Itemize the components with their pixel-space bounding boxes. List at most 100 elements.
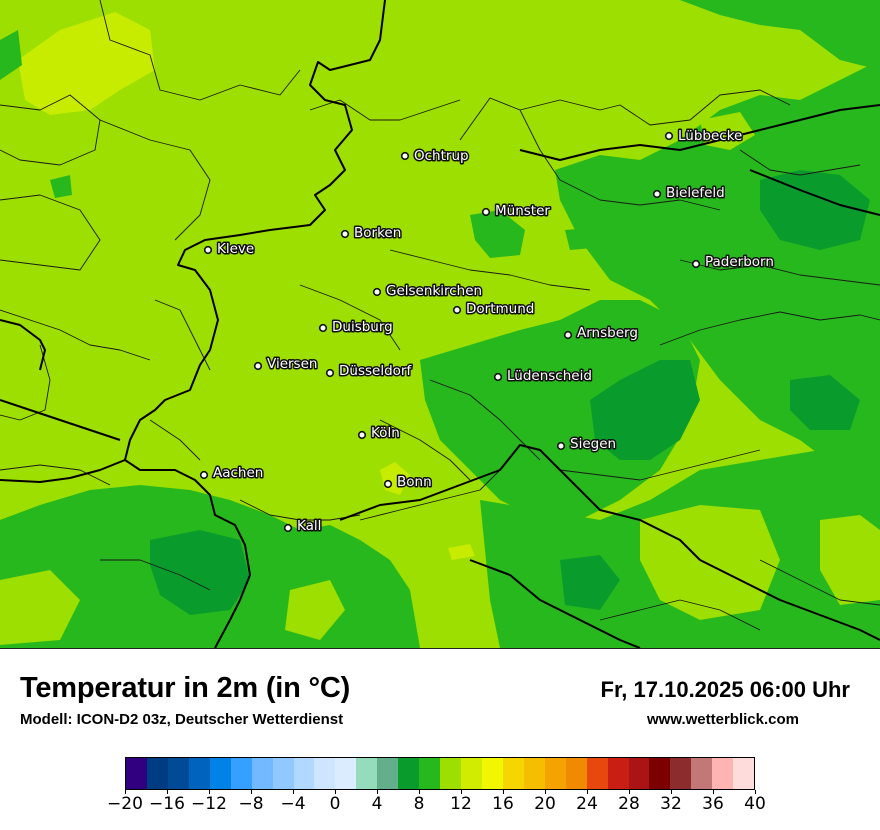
city-label: Lübbecke [678,128,742,144]
legend-tick-mark [377,790,378,794]
city-label: Kleve [217,241,254,257]
city-bonn[interactable]: Bonn [383,473,433,492]
legend-tick-label: 24 [576,794,598,814]
city-dot [563,330,573,340]
city-duesseldorf[interactable]: Düsseldorf [325,362,414,381]
legend-tick-label: 20 [534,794,556,814]
city-label: Bonn [397,474,432,490]
legend-swatch [126,758,147,789]
legend-tick-label: 4 [371,794,383,814]
legend-swatch [335,758,357,789]
forecast-datetime: Fr, 17.10.2025 06:00 Uhr [600,677,851,702]
city-dot [203,245,213,255]
city-dot [199,470,209,480]
legend-swatch [293,758,315,789]
city-koeln[interactable]: Köln [357,424,401,443]
city-label: Arnsberg [577,325,638,341]
city-dot [400,151,410,161]
legend-tick-label: 12 [450,794,472,814]
legend-tick-label: 16 [492,794,514,814]
legend-tick-mark [629,790,630,794]
legend-swatch [607,758,629,789]
legend-swatch [398,758,420,789]
color-legend [125,757,755,790]
legend-tick-label: −20 [107,794,143,814]
city-dortmund[interactable]: Dortmund [452,300,536,319]
temperature-map[interactable]: Lübbecke Ochtrup Bielefeld Münster Borke… [0,0,880,649]
legend-tick-mark [587,790,588,794]
city-borken[interactable]: Borken [340,224,403,243]
legend-tick-mark [209,790,210,794]
city-viersen[interactable]: Viersen [253,355,319,374]
city-arnsberg[interactable]: Arnsberg [563,324,639,343]
legend-ticks: −20 −16 −12 −8 −4 0 4 8 12 16 20 24 28 32 36 40 [107,790,766,818]
city-dot [357,430,367,440]
legend-tick-mark [335,790,336,794]
city-label: Paderborn [705,254,774,270]
legend-tick-label: 36 [702,794,724,814]
city-kleve[interactable]: Kleve [203,240,256,259]
city-dot [652,189,662,199]
city-label: Siegen [570,436,616,452]
city-label: Aachen [213,465,263,481]
city-label: Dortmund [466,301,534,317]
legend-swatch [188,758,210,789]
city-kall[interactable]: Kall [283,517,323,536]
legend-swatch [502,758,524,789]
legend-swatch [356,758,378,789]
city-label: Gelsenkirchen [386,283,482,299]
city-label: Viersen [267,356,317,372]
dark-green-zones [150,170,870,615]
city-muenster[interactable]: Münster [481,202,552,221]
city-dot [481,207,491,217]
city-label: Ochtrup [414,148,469,164]
national-borders [0,0,880,648]
legend-tick-mark [755,790,756,794]
city-duisburg[interactable]: Duisburg [318,318,394,337]
city-aachen[interactable]: Aachen [199,464,265,483]
city-dot [372,287,382,297]
city-markers: Lübbecke Ochtrup Bielefeld Münster Borke… [199,127,775,536]
legend-swatch [586,758,608,789]
legend-swatch [712,758,734,789]
city-ochtrup[interactable]: Ochtrup [400,147,470,166]
legend-swatch [670,758,692,789]
legend-swatch [691,758,713,789]
city-siegen[interactable]: Siegen [556,435,618,454]
city-dot [556,441,566,451]
legend-tick-label: 0 [329,794,341,814]
city-dot [452,305,462,315]
legend-tick-mark [251,790,252,794]
legend-tick-mark [503,790,504,794]
legend-swatch [230,758,252,789]
city-dot [493,372,503,382]
legend-swatch [523,758,545,789]
map-title: Temperatur in 2m (in °C) [20,672,351,704]
legend-swatch [146,758,168,789]
legend-tick-mark [461,790,462,794]
legend-tick-label: −4 [280,794,306,814]
legend-tick-mark [419,790,420,794]
city-label: Bielefeld [666,185,725,201]
light-pockets [0,112,880,645]
city-paderborn[interactable]: Paderborn [691,253,775,272]
city-label: Kall [297,518,321,534]
city-luebbecke[interactable]: Lübbecke [664,127,744,146]
legend-swatch [440,758,461,789]
district-borders [0,0,880,631]
legend-swatch [544,758,566,789]
legend-tick-mark [545,790,546,794]
website-link[interactable]: www.wetterblick.com [647,711,799,728]
legend-swatch [419,758,441,789]
city-label: Duisburg [332,319,393,335]
legend-swatch [272,758,294,789]
legend-tick-mark [713,790,714,794]
legend-swatch [565,758,587,789]
legend-tick-label: 32 [660,794,682,814]
city-bielefeld[interactable]: Bielefeld [652,184,726,203]
city-label: Düsseldorf [339,363,412,379]
city-gelsenkirchen[interactable]: Gelsenkirchen [372,282,484,301]
city-luedenscheid[interactable]: Lüdenscheid [493,367,593,386]
city-dot [383,479,393,489]
legend-swatch [251,758,273,789]
